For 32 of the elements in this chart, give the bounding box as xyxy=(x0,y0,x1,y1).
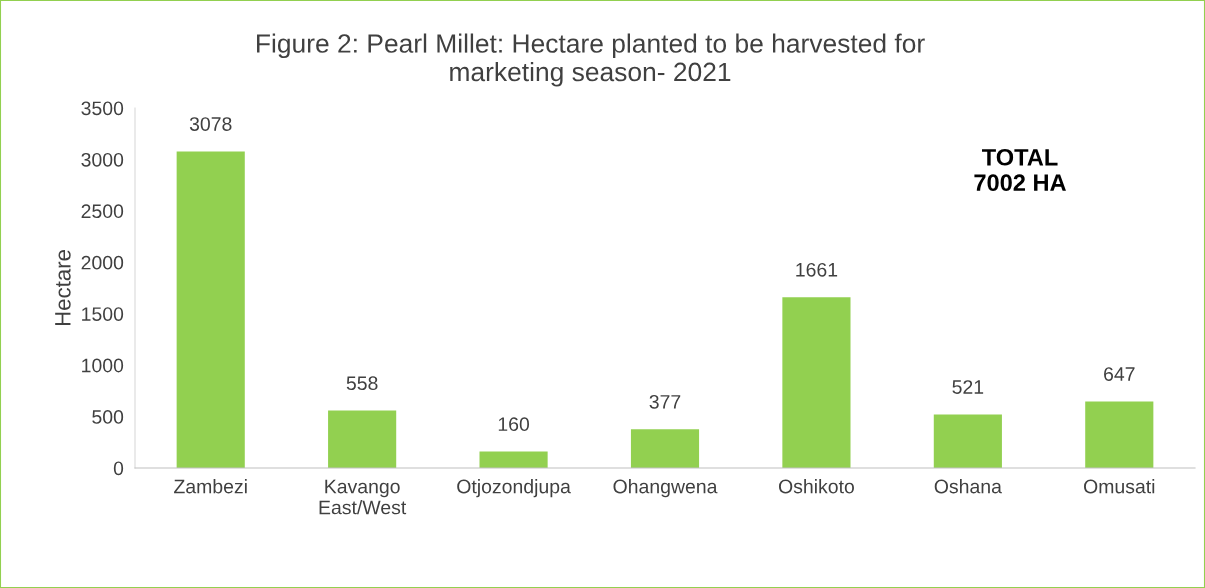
data-label: 3078 xyxy=(189,117,232,131)
y-tick-label: 1000 xyxy=(82,358,124,373)
data-label: 558 xyxy=(346,376,378,391)
bar xyxy=(176,151,245,468)
bar xyxy=(933,414,1002,468)
y-tick-label: 3000 xyxy=(81,152,124,167)
y-tick-label: 1500 xyxy=(82,307,124,321)
y-tick-label: 2000 xyxy=(81,255,124,270)
data-label: 521 xyxy=(952,380,984,394)
annotation: TOTAL 7002 HA xyxy=(974,148,1066,192)
x-tick-label: Otjozondjupa xyxy=(457,479,571,498)
y-tick-label: 0 xyxy=(113,461,124,476)
y-tick-label: 3500 xyxy=(81,101,124,116)
x-tick-label: Ohangwena xyxy=(613,479,718,498)
x-tick-label: Oshana xyxy=(934,479,1002,494)
bar xyxy=(630,429,700,468)
y-tick-label: 500 xyxy=(92,410,124,424)
bar xyxy=(479,451,548,468)
x-tick-label: Kavango East/West xyxy=(319,479,407,515)
data-label: 160 xyxy=(498,417,530,432)
bar xyxy=(328,410,397,468)
y-axis-title: Hectare xyxy=(55,250,71,326)
y-tick-label: 2500 xyxy=(81,204,124,219)
chart-title: Figure 2: Pearl Millet: Hectare planted to be harvested for marketing season- 2021 xyxy=(257,33,925,87)
data-label: 377 xyxy=(649,394,681,409)
bar xyxy=(782,297,851,468)
x-tick-label: Zambezi xyxy=(174,479,247,494)
data-label: 647 xyxy=(1104,367,1135,381)
data-label: 1661 xyxy=(796,262,838,277)
x-tick-label: Oshikoto xyxy=(778,479,854,494)
bar xyxy=(1085,401,1154,468)
x-tick-label: Omusati xyxy=(1084,479,1155,494)
